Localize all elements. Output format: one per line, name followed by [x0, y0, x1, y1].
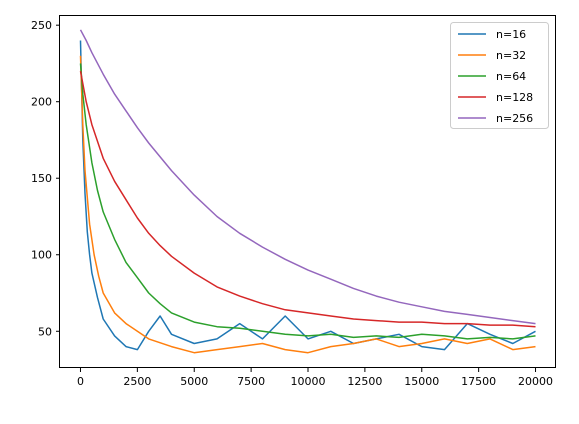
x-tick-label: 17500 — [461, 375, 496, 388]
legend-label: n=32 — [496, 49, 526, 62]
legend-label: n=16 — [496, 28, 526, 41]
series-line-n-128 — [79, 70, 536, 328]
x-tick-label: 0 — [77, 375, 84, 388]
plot-lines — [79, 29, 536, 354]
x-tick-label: 7500 — [237, 375, 265, 388]
x-axis: 0 2500 5000 7500 10000 12500 15000 17500 20000 — [77, 368, 553, 388]
series-line-n-32 — [79, 55, 536, 354]
y-tick-label: 150 — [31, 172, 52, 185]
x-tick-label: 20000 — [518, 375, 553, 388]
legend: n=16 n=32 n=64 n=128 n=256 — [450, 22, 549, 129]
legend-label: n=64 — [496, 70, 526, 83]
y-tick-label: 100 — [31, 249, 52, 262]
plot-frame — [59, 15, 556, 368]
x-tick-label: 2500 — [123, 375, 151, 388]
legend-label: n=256 — [496, 112, 533, 125]
legend-label: n=128 — [496, 91, 533, 104]
y-tick-label: 200 — [31, 96, 52, 109]
y-tick-label: 250 — [31, 19, 52, 32]
series-line-n-256 — [79, 29, 536, 325]
series-line-n-64 — [79, 63, 536, 340]
x-tick-label: 15000 — [404, 375, 439, 388]
x-tick-label: 5000 — [180, 375, 208, 388]
series-line-n-16 — [79, 40, 536, 351]
x-tick-label: 10000 — [291, 375, 326, 388]
legend-box — [450, 22, 549, 129]
y-axis: 50 100 150 200 250 — [31, 19, 60, 338]
x-tick-label: 12500 — [347, 375, 382, 388]
y-tick-label: 50 — [38, 325, 52, 338]
